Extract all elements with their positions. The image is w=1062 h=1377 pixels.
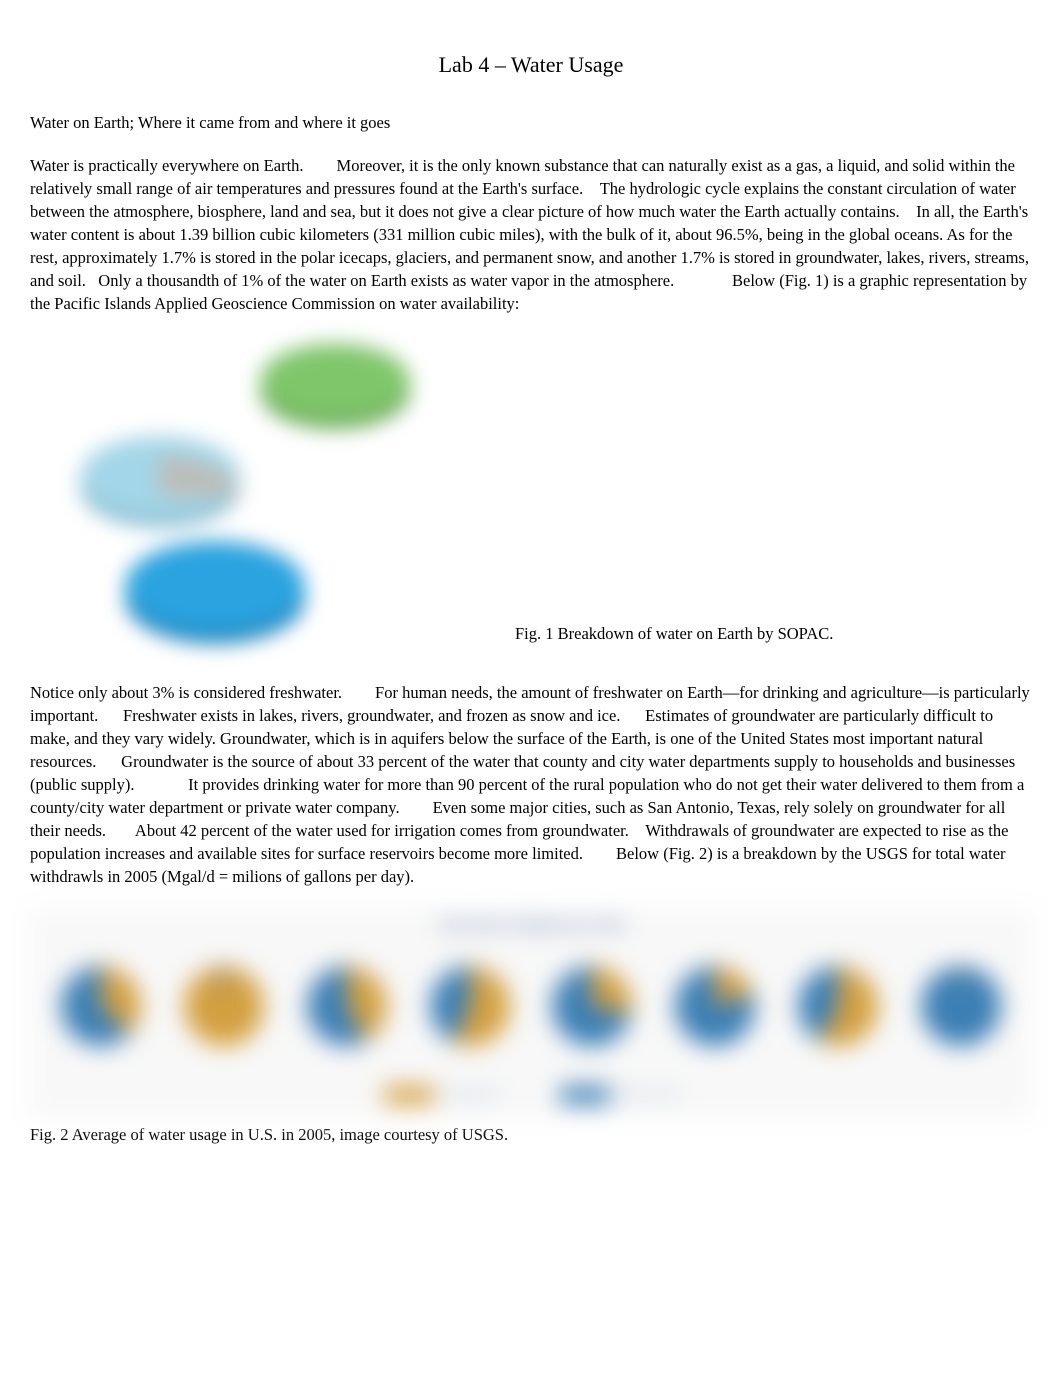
pie-domestic xyxy=(184,966,264,1046)
pie-thermoelectric xyxy=(921,966,1001,1046)
pie-industrial xyxy=(675,966,755,1046)
pie-aquaculture xyxy=(552,966,632,1046)
figure-1-container: Fig. 1 Breakdown of water on Earth by SO… xyxy=(30,336,1032,656)
pie-public-supply xyxy=(61,966,141,1046)
pie-irrigation xyxy=(307,966,387,1046)
pie-total-water xyxy=(125,541,305,631)
pie-mining xyxy=(798,966,878,1046)
intro-heading-line: Water on Earth; Where it came from and w… xyxy=(30,111,1032,134)
figure-2-container: Total Water Withdrawals, 2005 Groundwate… xyxy=(30,908,1032,1146)
figure-1-chart xyxy=(30,336,500,656)
legend-groundwater-swatch xyxy=(384,1086,434,1104)
page-title: Lab 4 – Water Usage xyxy=(30,50,1032,81)
paragraph-2: Notice only about 3% is considered fresh… xyxy=(30,681,1032,889)
figure-1-caption: Fig. 1 Breakdown of water on Earth by SO… xyxy=(500,622,833,655)
usage-pie-row xyxy=(30,936,1032,1076)
figure-2-legend: Groundwater Surface water xyxy=(30,1076,1032,1114)
legend-groundwater-label: Groundwater xyxy=(442,1087,500,1102)
figure-2-chart: Total Water Withdrawals, 2005 Groundwate… xyxy=(30,908,1032,1118)
legend-surface-swatch xyxy=(560,1086,610,1104)
pie-livestock xyxy=(430,966,510,1046)
figure-2-caption: Fig. 2 Average of water usage in U.S. in… xyxy=(30,1123,1032,1146)
legend-surface-label: Surface water xyxy=(618,1087,679,1102)
pie-surface-freshwater xyxy=(260,343,410,418)
figure-2-title: Total Water Withdrawals, 2005 xyxy=(30,908,1032,936)
paragraph-1: Water is practically everywhere on Earth… xyxy=(30,154,1032,316)
